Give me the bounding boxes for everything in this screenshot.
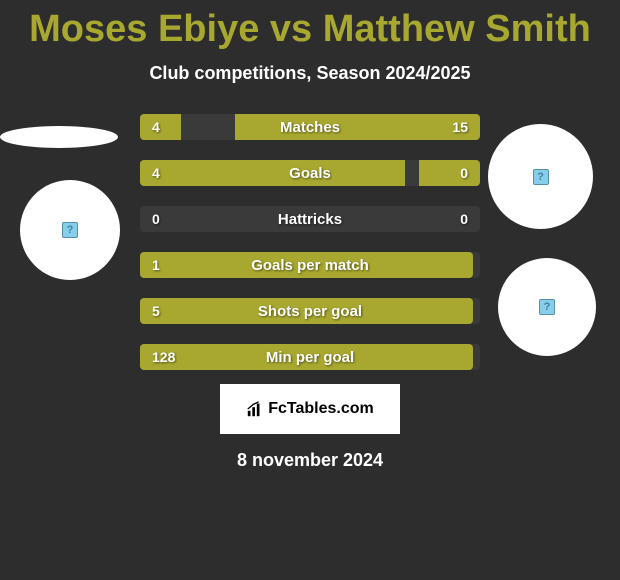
chart-icon	[246, 400, 264, 418]
placeholder-icon	[533, 169, 549, 185]
logo-text: FcTables.com	[268, 400, 374, 418]
stat-row: 4Goals0	[140, 160, 480, 186]
stat-label: Hattricks	[140, 211, 480, 228]
page-title: Moses Ebiye vs Matthew Smith	[0, 0, 620, 51]
stat-value-right: 0	[460, 211, 468, 227]
stat-label: Shots per goal	[140, 303, 480, 320]
stat-label: Goals	[140, 165, 480, 182]
avatar-left	[20, 180, 120, 280]
avatar-top-right	[488, 124, 593, 229]
stat-label: Min per goal	[140, 349, 480, 366]
stat-value-right: 15	[452, 119, 468, 135]
placeholder-icon	[539, 299, 555, 315]
stat-row: 0Hattricks0	[140, 206, 480, 232]
stat-row: 4Matches15	[140, 114, 480, 140]
stat-row: 5Shots per goal	[140, 298, 480, 324]
stat-label: Matches	[140, 119, 480, 136]
stat-row: 1Goals per match	[140, 252, 480, 278]
decoration-ellipse-tl	[0, 126, 118, 148]
placeholder-icon	[62, 222, 78, 238]
avatar-bottom-right	[498, 258, 596, 356]
stat-label: Goals per match	[140, 257, 480, 274]
stat-value-right: 0	[460, 165, 468, 181]
page-subtitle: Club competitions, Season 2024/2025	[0, 63, 620, 84]
date-text: 8 november 2024	[0, 450, 620, 471]
logo-box: FcTables.com	[220, 384, 400, 434]
stat-row: 128Min per goal	[140, 344, 480, 370]
stats-container: 4Matches154Goals00Hattricks01Goals per m…	[140, 114, 480, 370]
